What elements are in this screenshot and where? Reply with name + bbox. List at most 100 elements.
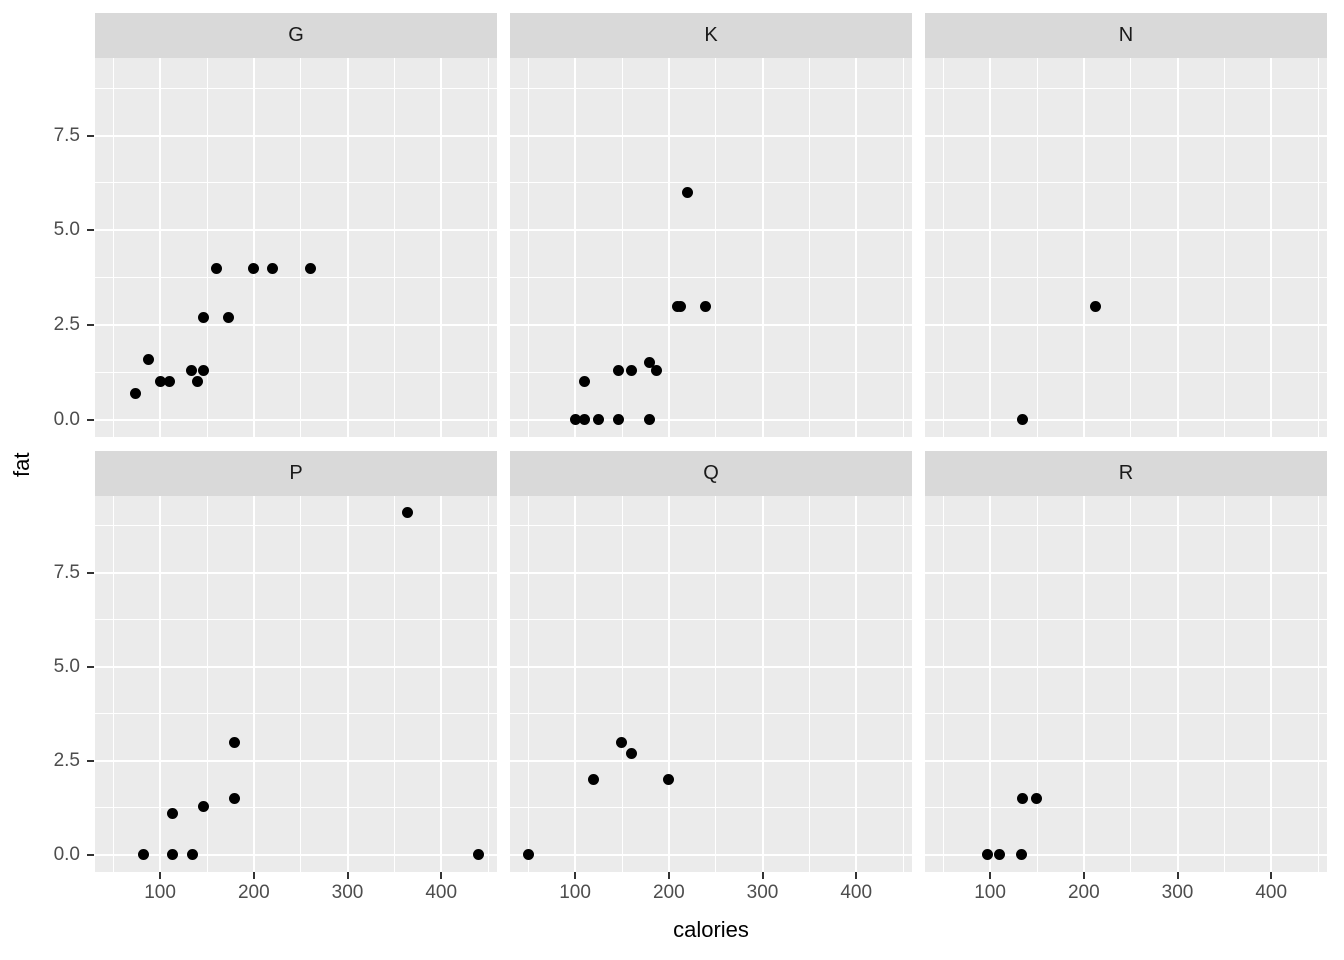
data-point bbox=[228, 793, 240, 804]
gridline-minor-horizontal bbox=[95, 182, 497, 184]
x-tick-mark bbox=[667, 872, 670, 879]
gridline-minor-vertical bbox=[715, 496, 717, 872]
gridline-minor-horizontal bbox=[510, 371, 912, 373]
gridline-minor-vertical bbox=[1223, 58, 1225, 437]
facet-label: R bbox=[1118, 462, 1134, 484]
gridline-major-vertical bbox=[574, 58, 577, 437]
gridline-major-vertical bbox=[667, 496, 670, 872]
facet-strip-p: P bbox=[95, 451, 497, 496]
data-point bbox=[192, 376, 204, 388]
gridline-major-horizontal bbox=[95, 665, 497, 668]
gridline-minor-vertical bbox=[1036, 496, 1038, 872]
gridline-minor-horizontal bbox=[95, 87, 497, 89]
x-tick-mark bbox=[252, 872, 255, 879]
facet-strip-r: R bbox=[925, 451, 1327, 496]
gridline-major-vertical bbox=[346, 496, 349, 872]
x-tick-mark bbox=[1082, 872, 1085, 879]
gridline-major-vertical bbox=[761, 496, 764, 872]
gridline-major-vertical bbox=[346, 58, 349, 437]
gridline-major-horizontal bbox=[95, 324, 497, 326]
gridline-minor-vertical bbox=[1130, 496, 1132, 872]
x-tick-label: 300 bbox=[331, 882, 364, 903]
gridline-major-horizontal bbox=[925, 418, 1327, 421]
gridline-minor-vertical bbox=[621, 496, 623, 872]
y-tick-mark bbox=[87, 418, 94, 421]
gridline-minor-vertical bbox=[206, 58, 208, 437]
data-point bbox=[982, 849, 994, 861]
gridline-minor-vertical bbox=[902, 496, 904, 872]
data-point bbox=[228, 736, 240, 748]
data-point bbox=[579, 414, 590, 426]
x-tick-label: 200 bbox=[237, 882, 270, 903]
gridline-major-horizontal bbox=[95, 229, 497, 232]
x-tick-label: 300 bbox=[746, 882, 779, 903]
facet-panel-p bbox=[95, 496, 497, 872]
gridline-major-horizontal bbox=[925, 571, 1327, 574]
y-tick-mark bbox=[87, 759, 94, 762]
gridline-major-horizontal bbox=[95, 418, 497, 421]
gridline-minor-horizontal bbox=[925, 619, 1327, 621]
gridline-major-vertical bbox=[440, 496, 443, 872]
gridline-minor-horizontal bbox=[95, 371, 497, 373]
x-tick-mark bbox=[346, 872, 349, 879]
gridline-minor-horizontal bbox=[95, 525, 497, 527]
data-point bbox=[154, 376, 166, 388]
x-axis-title: calories bbox=[673, 917, 749, 942]
gridline-major-vertical bbox=[159, 496, 162, 872]
gridline-major-horizontal bbox=[510, 759, 912, 762]
y-tick-label: 7.5 bbox=[53, 561, 80, 583]
gridline-major-vertical bbox=[855, 496, 858, 872]
facet-strip-k: K bbox=[510, 13, 912, 58]
gridline-minor-horizontal bbox=[925, 713, 1327, 715]
gridline-minor-horizontal bbox=[95, 713, 497, 715]
data-point bbox=[663, 774, 675, 786]
x-tick-label: 100 bbox=[974, 882, 1006, 903]
y-tick-label: 7.5 bbox=[53, 124, 80, 146]
gridline-minor-horizontal bbox=[925, 807, 1327, 809]
gridline-minor-horizontal bbox=[925, 277, 1327, 279]
data-point bbox=[994, 849, 1005, 861]
gridline-minor-vertical bbox=[902, 58, 904, 437]
facet-label: P bbox=[289, 462, 303, 484]
gridline-minor-vertical bbox=[487, 496, 489, 872]
data-point bbox=[588, 774, 600, 786]
data-point bbox=[185, 365, 197, 376]
gridline-major-vertical bbox=[574, 496, 577, 872]
data-point bbox=[164, 376, 175, 388]
gridline-minor-vertical bbox=[808, 58, 810, 437]
x-tick-label: 400 bbox=[1255, 882, 1288, 903]
facet-panel-g bbox=[95, 58, 497, 437]
y-tick-mark bbox=[87, 134, 94, 137]
gridline-minor-vertical bbox=[527, 496, 529, 872]
gridline-minor-vertical bbox=[112, 58, 114, 437]
y-tick-label: 2.5 bbox=[53, 314, 80, 335]
data-point bbox=[613, 414, 625, 426]
gridline-major-vertical bbox=[1270, 496, 1273, 872]
facet-panel-r bbox=[925, 496, 1327, 872]
gridline-major-horizontal bbox=[925, 229, 1327, 232]
gridline-minor-vertical bbox=[393, 496, 395, 872]
gridline-major-horizontal bbox=[95, 759, 497, 762]
gridline-major-vertical bbox=[159, 58, 162, 437]
gridline-major-vertical bbox=[1176, 58, 1179, 437]
gridline-major-horizontal bbox=[510, 229, 912, 232]
gridline-minor-horizontal bbox=[510, 182, 912, 184]
gridline-minor-vertical bbox=[112, 496, 114, 872]
gridline-major-horizontal bbox=[510, 418, 912, 421]
y-tick-mark bbox=[87, 665, 94, 668]
data-point bbox=[579, 376, 590, 388]
y-tick-label: 2.5 bbox=[53, 749, 80, 771]
gridline-minor-vertical bbox=[1223, 496, 1225, 872]
gridline-minor-vertical bbox=[1317, 496, 1319, 872]
gridline-minor-horizontal bbox=[510, 619, 912, 621]
x-tick-label: 300 bbox=[1161, 882, 1194, 903]
gridline-major-horizontal bbox=[510, 324, 912, 326]
gridline-major-horizontal bbox=[95, 134, 497, 137]
data-point bbox=[267, 262, 279, 274]
data-point bbox=[613, 365, 625, 376]
x-tick-mark bbox=[159, 872, 162, 879]
gridline-minor-vertical bbox=[808, 496, 810, 872]
y-tick-label: 0.0 bbox=[53, 408, 80, 430]
x-tick-label: 400 bbox=[840, 882, 873, 903]
